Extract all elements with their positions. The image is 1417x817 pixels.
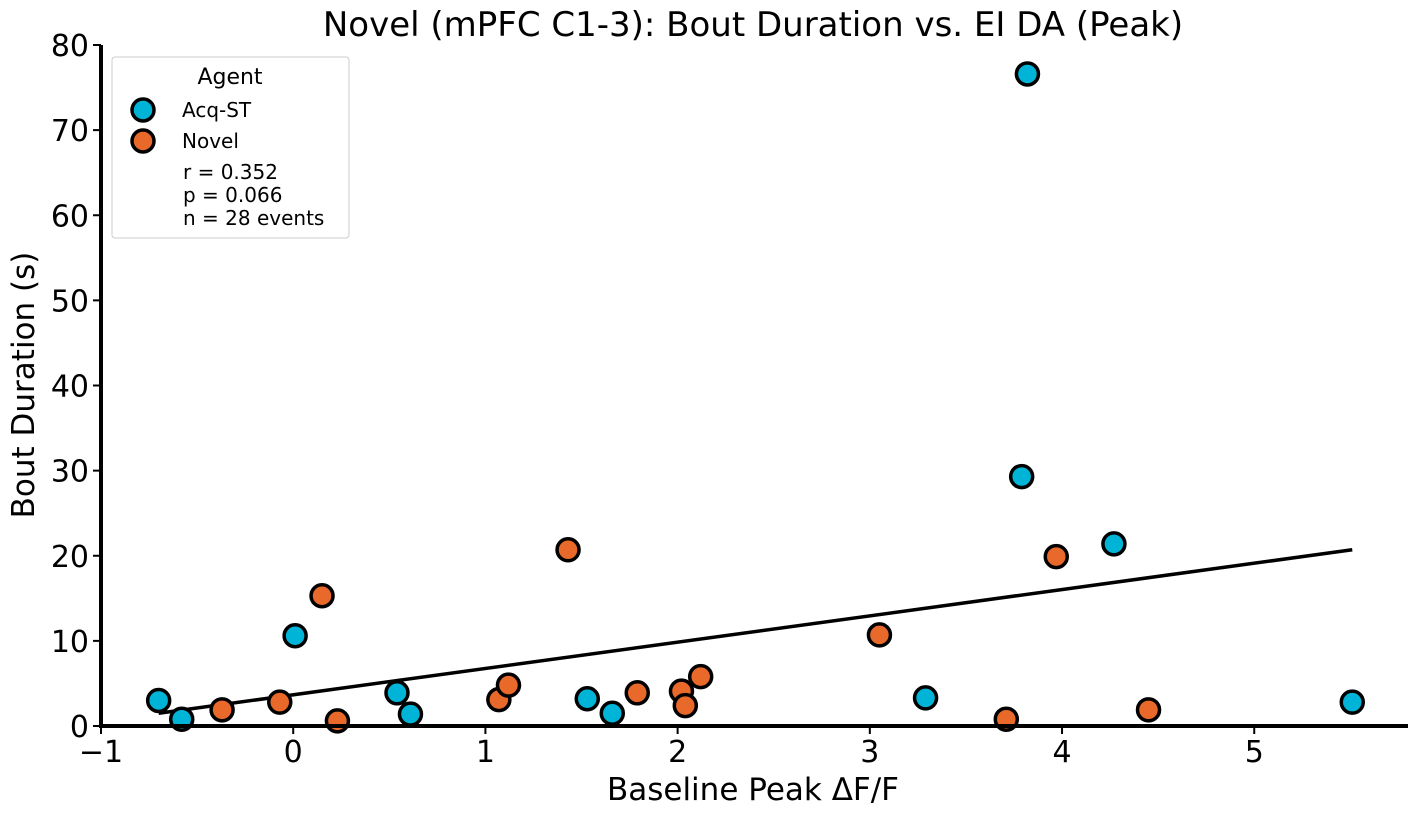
- data-point-acq-st: [1014, 61, 1041, 87]
- data-point-acq-st: [384, 680, 410, 706]
- data-point-novel: [209, 697, 235, 723]
- legend-title: Agent: [197, 65, 262, 90]
- y-tick-label: 30: [51, 455, 89, 490]
- y-tick-label: 60: [51, 199, 89, 234]
- y-tick-label: 20: [51, 540, 89, 575]
- data-point-novel: [267, 689, 293, 715]
- y-axis-label: Bout Duration (s): [6, 252, 42, 519]
- legend-label-novel: Novel: [182, 129, 239, 153]
- data-point-acq-st: [1008, 463, 1035, 490]
- data-point-acq-st: [1101, 531, 1127, 557]
- y-tick-label: 0: [70, 710, 89, 745]
- data-point-novel: [555, 537, 581, 563]
- y-tick-label: 50: [51, 284, 89, 319]
- x-axis-label: Baseline Peak ΔF/F: [607, 772, 899, 808]
- data-point-novel: [324, 708, 351, 734]
- y-tick-label: 40: [51, 370, 89, 405]
- x-tick-label: 5: [1245, 735, 1264, 770]
- data-point-novel: [672, 692, 699, 719]
- data-point-novel: [309, 583, 335, 609]
- y-tick-label: 10: [51, 625, 89, 660]
- x-tick-label: −1: [79, 735, 123, 770]
- data-point-novel: [866, 622, 893, 648]
- legend-marker-acq-st: [130, 97, 156, 123]
- data-point-novel: [687, 663, 714, 690]
- chart-title: Novel (mPFC C1-3): Bout Duration vs. EI …: [323, 5, 1183, 45]
- x-tick-label: 0: [284, 735, 303, 770]
- legend-frame: [111, 56, 350, 239]
- data-point-acq-st: [574, 686, 601, 712]
- data-point-acq-st: [599, 700, 626, 726]
- data-point-acq-st: [912, 685, 939, 711]
- y-tick-label: 70: [51, 114, 89, 149]
- data-point-acq-st: [282, 623, 308, 649]
- x-tick-label: 3: [860, 735, 879, 770]
- x-tick-label: 2: [668, 735, 687, 770]
- data-point-acq-st: [397, 701, 424, 727]
- data-point-novel: [495, 672, 522, 698]
- x-tick-label: 4: [1052, 735, 1071, 770]
- y-tick-label: 80: [51, 29, 89, 64]
- legend-label-acq-st: Acq-ST: [182, 98, 252, 122]
- data-point-acq-st: [145, 687, 172, 714]
- data-point-novel: [1043, 543, 1070, 570]
- legend-stat-p: p = 0.066: [183, 183, 282, 207]
- legend-marker-novel: [130, 128, 156, 154]
- points-layer: [145, 61, 1366, 734]
- data-point-novel: [1135, 697, 1162, 723]
- regression-line: [158, 548, 1353, 715]
- data-point-acq-st: [1339, 689, 1366, 715]
- legend: Agent Acq-ST Novel r = 0.352 p = 0.066 n…: [111, 56, 350, 239]
- data-point-novel: [624, 680, 651, 706]
- legend-stat-r: r = 0.352: [183, 160, 278, 184]
- x-tick-label: 1: [476, 735, 495, 770]
- fit-line-layer: [158, 548, 1353, 715]
- legend-stat-n: n = 28 events: [183, 206, 324, 230]
